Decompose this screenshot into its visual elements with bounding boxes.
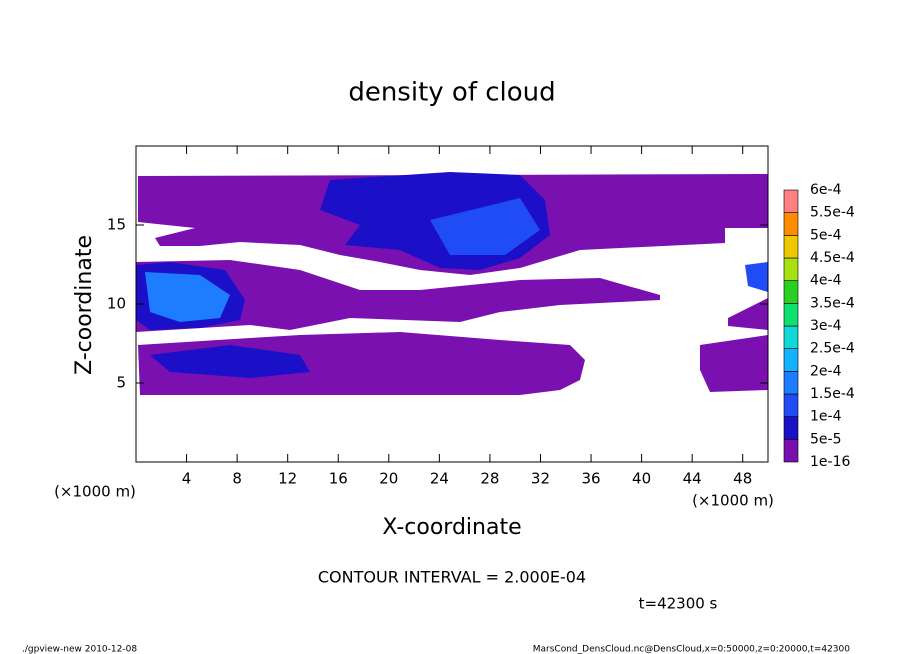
x-tick-label: 40 [632,470,651,488]
y-tick-label: 15 [107,216,126,234]
contour-interval: CONTOUR INTERVAL = 2.000E-04 [318,568,586,587]
cloud-region [136,260,660,332]
colorbar-box [783,212,799,236]
x-tick-label: 12 [278,470,297,488]
colorbar-box [783,439,799,463]
colorbar-label: 1e-16 [810,454,850,470]
colorbar-box [783,189,799,213]
colorbar-box [783,280,799,304]
colorbar-label: 3.5e-4 [810,295,855,311]
colorbar-label: 2e-4 [810,363,842,379]
x-tick-label: 48 [733,470,752,488]
colorbar-label: 1.5e-4 [810,386,855,402]
colorbar-label: 5e-5 [810,431,841,447]
cloud-region [430,198,540,255]
colorbar-label: 4.5e-4 [810,250,855,266]
x-tick-label: 4 [182,470,192,488]
colorbar-label: 1e-4 [810,409,842,425]
colorbar-label: 5.5e-4 [810,205,855,221]
colorbar-box [783,393,799,417]
colorbar-box [783,235,799,259]
y-unit: (×1000 m) [54,483,136,501]
x-tick-label: 16 [329,470,348,488]
x-axis-label: X-coordinate [382,515,521,540]
y-axis-label: Z-coordinate [72,235,97,375]
colorbar-box [783,416,799,440]
colorbar-label: 3e-4 [810,318,842,334]
colorbar-label: 2.5e-4 [810,341,855,357]
colorbar-box [783,348,799,372]
cloud-region [145,272,230,322]
cloud-region [150,345,310,378]
x-tick-label: 44 [683,470,702,488]
x-tick-label: 28 [480,470,499,488]
cloud-region [700,335,768,392]
cloud-field [136,172,768,395]
colorbar-label: 4e-4 [810,273,842,289]
x-tick-label: 24 [430,470,449,488]
colorbar-box [783,325,799,349]
chart-title: density of cloud [348,78,555,108]
colorbar-box [783,257,799,281]
colorbar-box [783,371,799,395]
cloud-region [138,332,585,395]
colorbar-label: 5e-4 [810,227,842,243]
y-tick-label: 10 [107,295,126,313]
x-tick-label: 20 [379,470,398,488]
x-tick-label: 8 [232,470,242,488]
cloud-region [728,298,768,330]
colorbar-box [783,303,799,327]
colorbar-label: 6e-4 [810,182,842,198]
cloud-region [745,262,768,292]
x-tick-label: 32 [531,470,550,488]
footer-left: ./gpview-new 2010-12-08 [22,645,137,654]
time-label: t=42300 s [639,595,718,613]
y-tick-label: 5 [116,374,126,392]
footer-right: MarsCond_DensCloud.nc@DensCloud,x=0:5000… [533,645,850,654]
x-tick-label: 36 [581,470,600,488]
x-unit: (×1000 m) [692,492,774,510]
